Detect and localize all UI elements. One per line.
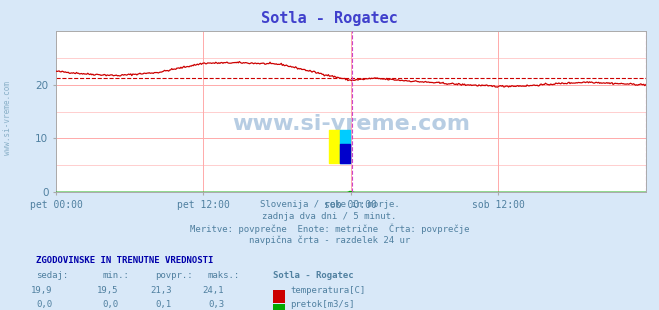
Text: navpična črta - razdelek 24 ur: navpična črta - razdelek 24 ur bbox=[249, 235, 410, 245]
Text: 0,1: 0,1 bbox=[156, 300, 171, 309]
Text: 19,9: 19,9 bbox=[31, 286, 53, 294]
Text: temperatura[C]: temperatura[C] bbox=[290, 286, 365, 294]
Text: 21,3: 21,3 bbox=[150, 286, 171, 294]
Text: zadnja dva dni / 5 minut.: zadnja dva dni / 5 minut. bbox=[262, 212, 397, 221]
Text: 0,3: 0,3 bbox=[208, 300, 224, 309]
Text: maks.:: maks.: bbox=[208, 271, 240, 280]
Text: povpr.:: povpr.: bbox=[155, 271, 192, 280]
Text: sedaj:: sedaj: bbox=[36, 271, 69, 280]
Text: 0,0: 0,0 bbox=[37, 300, 53, 309]
Text: Slovenija / reke in morje.: Slovenija / reke in morje. bbox=[260, 200, 399, 209]
Text: Sotla - Rogatec: Sotla - Rogatec bbox=[273, 271, 354, 280]
Text: pretok[m3/s]: pretok[m3/s] bbox=[290, 300, 355, 309]
Text: min.:: min.: bbox=[102, 271, 129, 280]
Text: www.si-vreme.com: www.si-vreme.com bbox=[3, 81, 13, 155]
Text: ZGODOVINSKE IN TRENUTNE VREDNOSTI: ZGODOVINSKE IN TRENUTNE VREDNOSTI bbox=[36, 256, 214, 265]
Text: 0,0: 0,0 bbox=[103, 300, 119, 309]
Text: www.si-vreme.com: www.si-vreme.com bbox=[232, 114, 470, 135]
Text: Sotla - Rogatec: Sotla - Rogatec bbox=[261, 11, 398, 26]
Text: 24,1: 24,1 bbox=[202, 286, 224, 294]
Text: Meritve: povprečne  Enote: metrične  Črta: povprečje: Meritve: povprečne Enote: metrične Črta:… bbox=[190, 224, 469, 234]
Text: 19,5: 19,5 bbox=[97, 286, 119, 294]
